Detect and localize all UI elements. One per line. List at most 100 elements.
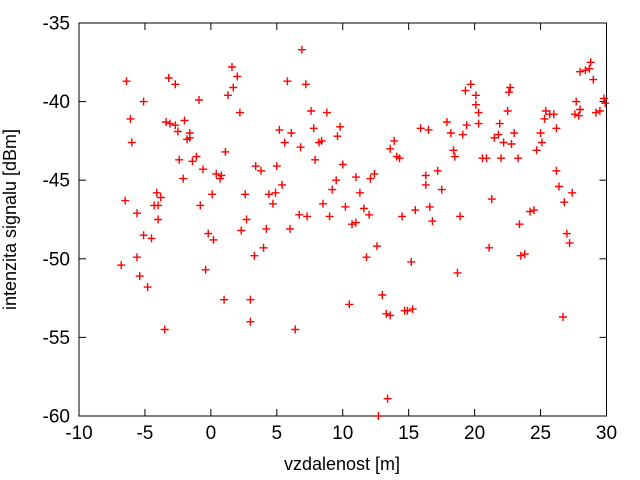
data-point-marker	[576, 67, 585, 76]
y-tick-label: -55	[43, 328, 70, 349]
data-point-marker	[196, 201, 205, 210]
data-point-marker	[301, 80, 310, 89]
data-point-marker	[333, 132, 342, 141]
data-point-marker	[595, 107, 604, 115]
data-point-marker	[295, 210, 304, 219]
x-tick-label: 15	[398, 423, 419, 444]
data-point-marker	[416, 124, 425, 133]
data-point-marker	[390, 136, 399, 145]
y-tick-label: -50	[43, 249, 70, 270]
data-point-marker	[221, 147, 230, 156]
data-point-marker	[143, 283, 152, 292]
data-point-marker	[395, 154, 404, 163]
y-axis-ticks: -60 -55 -50 -45 -40 -35	[43, 14, 607, 428]
data-point-marker	[514, 154, 523, 163]
data-point-marker	[462, 121, 471, 130]
data-point-marker	[297, 45, 306, 54]
data-point-marker	[195, 96, 203, 104]
x-tick-label: 10	[332, 423, 353, 444]
data-point-marker	[166, 119, 174, 128]
data-point-marker	[359, 204, 368, 213]
data-point-marker	[199, 165, 207, 174]
data-point-marker	[133, 209, 141, 218]
data-point-marker	[530, 206, 538, 215]
data-point-marker	[355, 188, 364, 197]
data-point-marker	[188, 157, 197, 166]
data-point-marker	[204, 229, 213, 238]
data-point-marker	[407, 257, 416, 266]
data-point-marker	[164, 74, 173, 82]
data-point-marker	[235, 108, 244, 117]
data-point-marker	[532, 146, 541, 155]
y-axis-title: intenzita signalu [dBm]	[0, 129, 20, 310]
x-tick-label: 0	[206, 423, 217, 444]
data-point-marker	[568, 188, 577, 197]
data-point-marker	[237, 226, 246, 235]
data-point-marker	[425, 202, 434, 211]
data-point-marker	[332, 176, 341, 185]
data-point-marker	[351, 218, 360, 227]
data-point-marker	[268, 199, 277, 208]
data-point-marker	[494, 130, 503, 139]
data-point-marker	[286, 224, 294, 233]
data-point-marker	[251, 162, 260, 171]
data-point-marker	[303, 212, 312, 221]
data-point-marker	[449, 146, 458, 155]
data-point-marker	[446, 129, 455, 137]
data-point-marker	[471, 91, 480, 100]
data-point-marker	[520, 250, 529, 259]
data-point-marker	[461, 86, 470, 95]
data-points	[117, 45, 610, 420]
data-point-marker	[428, 217, 437, 226]
data-point-marker	[433, 166, 442, 175]
data-point-marker	[471, 100, 480, 109]
data-point-marker	[147, 234, 156, 243]
data-point-marker	[437, 185, 446, 194]
data-point-marker	[499, 138, 508, 147]
data-point-marker	[537, 138, 546, 147]
data-point-marker	[599, 94, 608, 103]
data-point-marker	[458, 130, 467, 139]
y-tick-label: -45	[43, 171, 70, 192]
data-point-marker	[585, 64, 594, 73]
data-point-marker	[507, 140, 516, 148]
data-point-marker	[421, 180, 430, 189]
data-point-marker	[135, 272, 144, 281]
data-point-marker	[154, 215, 163, 224]
data-point-marker	[506, 83, 515, 92]
data-point-marker	[510, 129, 519, 137]
data-point-marker	[154, 201, 163, 210]
data-point-marker	[485, 243, 494, 252]
x-tick-label: -10	[65, 423, 92, 444]
data-point-marker	[411, 206, 420, 215]
data-point-marker	[162, 118, 170, 126]
data-point-marker	[259, 243, 268, 252]
y-tick-label: -60	[43, 407, 70, 428]
data-point-marker	[264, 190, 273, 199]
data-point-marker	[398, 212, 407, 221]
data-point-marker	[515, 220, 524, 229]
data-point-marker	[180, 116, 189, 125]
data-point-marker	[317, 136, 326, 145]
data-point-marker	[570, 110, 579, 119]
data-point-marker	[127, 138, 136, 147]
data-point-marker	[592, 108, 600, 117]
data-point-marker	[365, 210, 374, 219]
data-point-marker	[474, 119, 483, 128]
data-point-marker	[503, 107, 512, 115]
data-point-marker	[201, 265, 210, 274]
data-point-marker	[257, 166, 265, 175]
data-point-marker	[278, 180, 287, 189]
data-point-marker	[403, 306, 412, 315]
data-point-marker	[540, 114, 549, 123]
data-point-marker	[562, 229, 571, 238]
x-tick-label: -5	[136, 423, 153, 444]
data-point-marker	[348, 220, 356, 229]
y-tick-label: -40	[43, 92, 70, 113]
data-point-marker	[241, 190, 250, 199]
data-point-marker	[572, 97, 581, 106]
data-point-marker	[456, 212, 465, 221]
data-point-marker	[552, 124, 561, 133]
data-point-marker	[601, 99, 610, 108]
data-point-marker	[504, 88, 513, 97]
